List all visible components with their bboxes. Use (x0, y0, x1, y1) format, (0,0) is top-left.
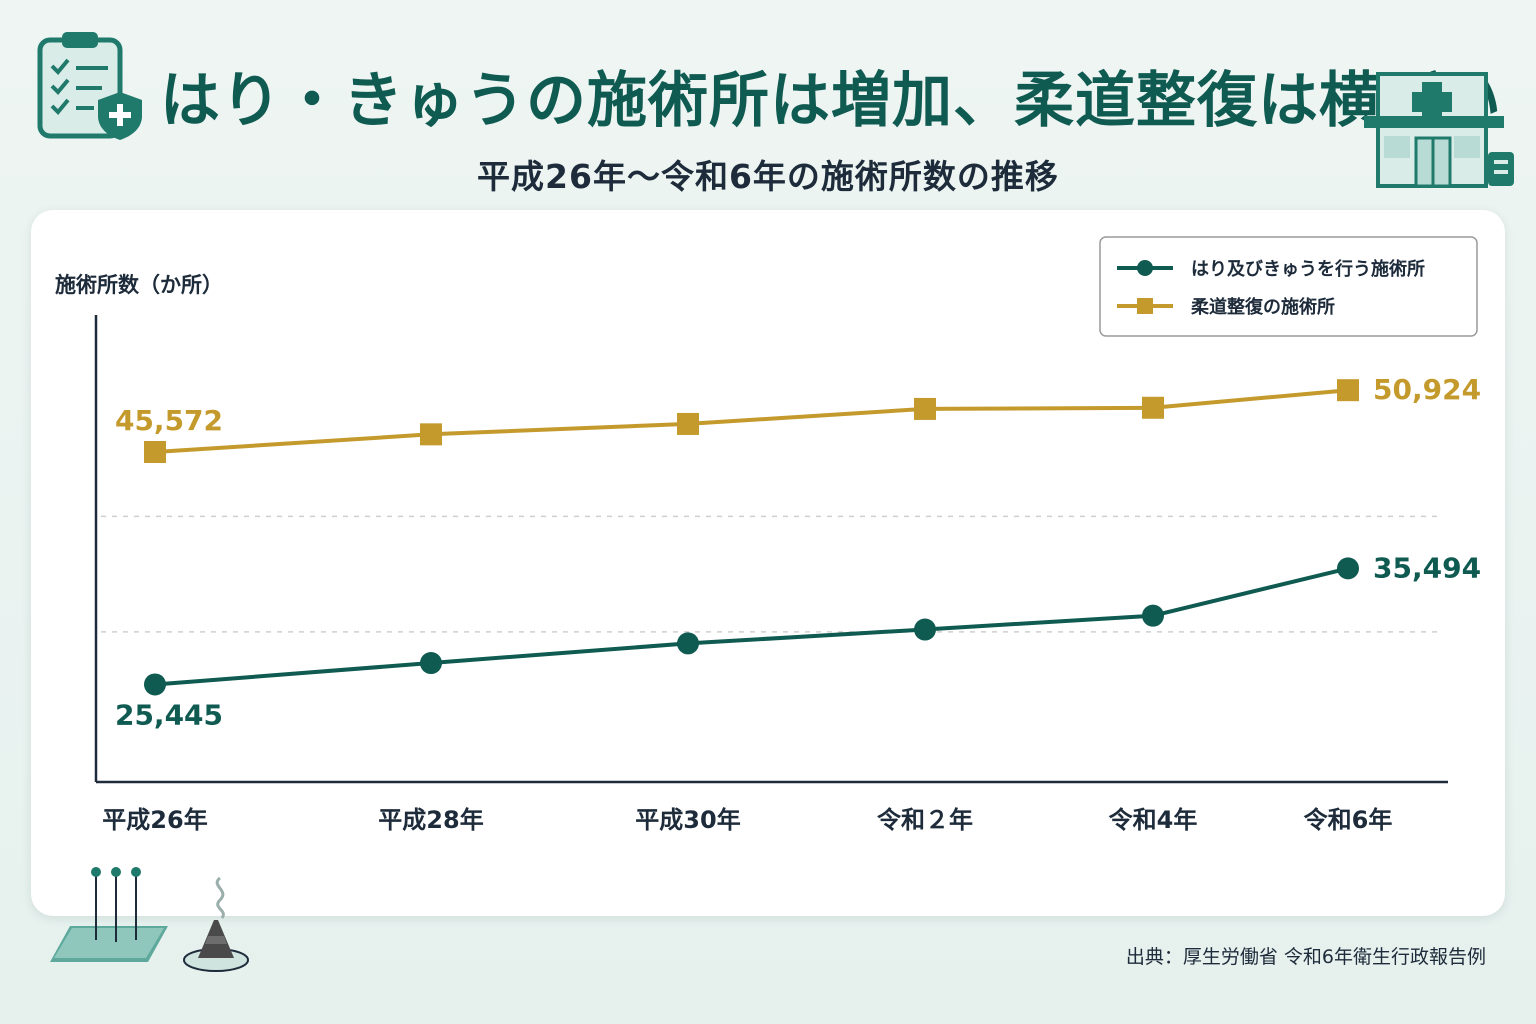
chart-card: 施術所数（か所） 平成26年 平成28年 平成30年 令和２年 令和4年 令和6年 25,44… (31, 210, 1505, 916)
data-label-0-0: 25,445 (115, 698, 223, 731)
data-label-1-0: 45,572 (115, 404, 223, 437)
series-line-1 (154, 388, 1349, 454)
x-tick-label-3: 令和２年 (877, 806, 973, 834)
series-line-0 (154, 566, 1349, 687)
page-subtitle: 平成26年～令和6年の施術所数の推移 (477, 157, 1059, 196)
data-label-1-5: 50,924 (1373, 373, 1481, 406)
x-tick-label-2: 平成30年 (635, 806, 740, 834)
acupuncture-needles-icon (50, 867, 168, 962)
x-tick-label-0: 平成26年 (102, 806, 207, 834)
series-0-point-3 (914, 618, 936, 641)
series-0-point-1 (420, 652, 442, 675)
legend-label-1: 柔道整復の施術所 (1191, 296, 1335, 318)
series-1-point-0 (144, 440, 166, 463)
series-1-point-4 (1142, 396, 1164, 419)
series-0-point-2 (677, 632, 699, 655)
page-title: はり・きゅうの施術所は増加、柔道整復は横ばい (160, 66, 1502, 136)
x-tick-label-5: 令和6年 (1304, 806, 1393, 834)
series-1-point-1 (420, 423, 442, 446)
series-1-point-3 (914, 397, 936, 420)
series-0-point-0 (144, 673, 166, 696)
x-tick-label-4: 令和4年 (1109, 806, 1198, 834)
line-chart: 施術所数（か所） 平成26年 平成28年 平成30年 令和２年 令和4年 令和6年 25,44… (55, 236, 1481, 834)
legend-label-0: はり及びきゅうを行う施術所 (1191, 258, 1425, 280)
source-note: 出典：厚生労働省 令和6年衛生行政報告例 (1125, 946, 1486, 968)
legend-marker-1 (1137, 298, 1153, 314)
legend-marker-0 (1137, 260, 1153, 276)
clinic-building-icon (1364, 72, 1514, 188)
series-1-point-2 (677, 412, 699, 435)
legend-box (1099, 236, 1478, 337)
data-label-0-5: 35,494 (1373, 551, 1481, 584)
series-0-point-5 (1337, 557, 1359, 580)
series-1-point-5 (1337, 379, 1359, 402)
clipboard-medical-icon (37, 32, 142, 140)
y-axis-label: 施術所数（か所） (55, 273, 223, 297)
series-0-point-4 (1142, 604, 1164, 627)
x-tick-label-1: 平成28年 (378, 806, 483, 834)
moxa-cone-icon (183, 876, 249, 972)
